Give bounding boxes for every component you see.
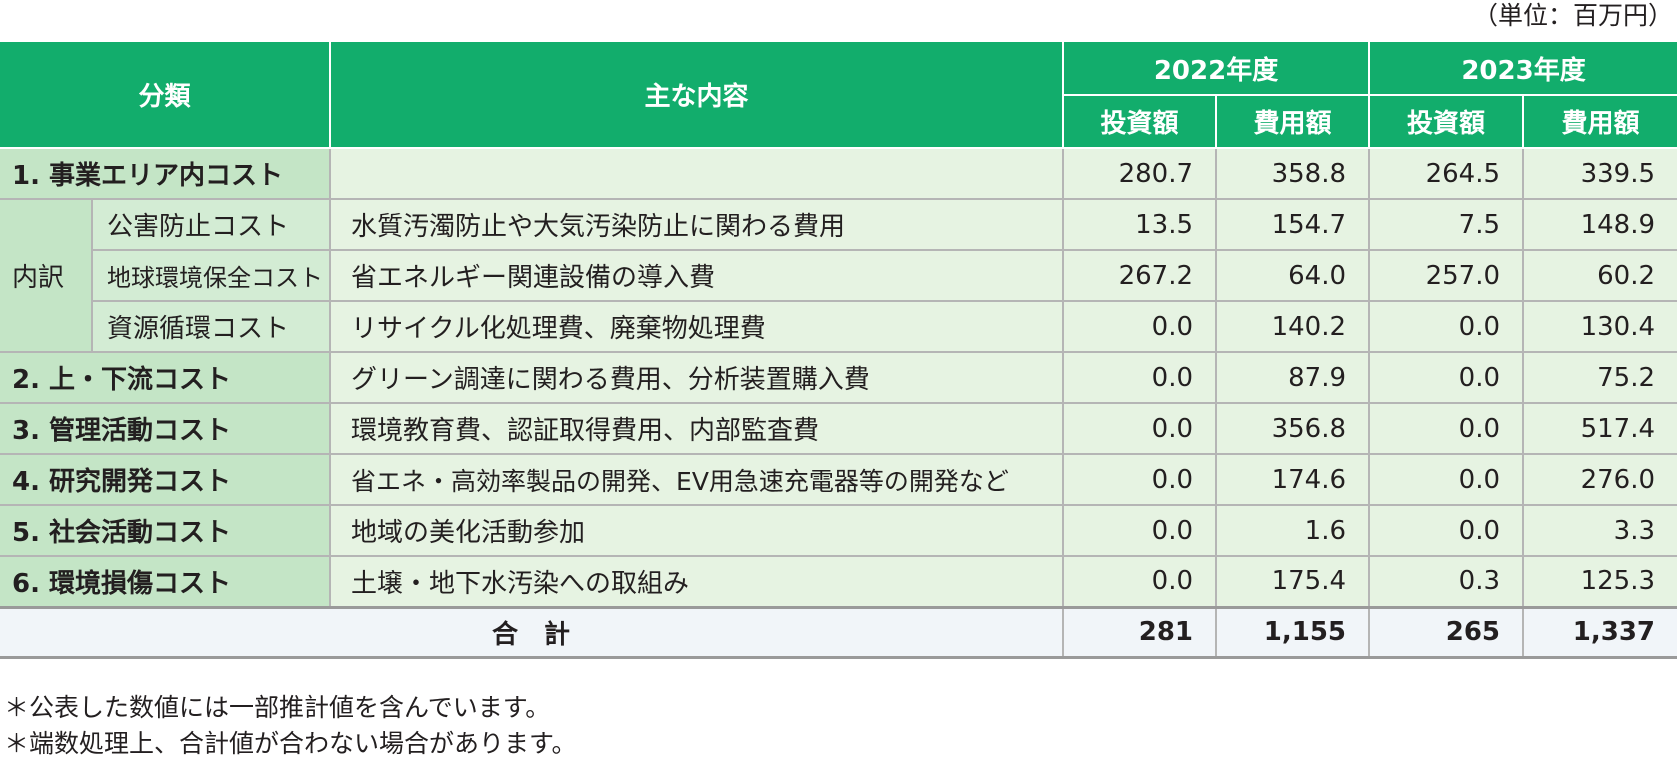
cell-investment-2023: 257.0 bbox=[1368, 249, 1525, 302]
header-investment-2023: 投資額 bbox=[1368, 94, 1525, 149]
cell-investment-2022: 0.0 bbox=[1062, 351, 1218, 404]
row-content: 地域の美化活動参加 bbox=[329, 504, 1065, 557]
total-row: 合 計 281 1,155 265 1,337 bbox=[0, 605, 1677, 659]
cell-expense-2023: 75.2 bbox=[1522, 351, 1677, 404]
header-expense-2022: 費用額 bbox=[1215, 94, 1371, 149]
cell-investment-2023: 0.0 bbox=[1368, 453, 1525, 506]
cell-investment-2022: 0.0 bbox=[1062, 555, 1218, 608]
table-row: 2. 上・下流コスト グリーン調達に関わる費用、分析装置購入費 0.0 87.9… bbox=[0, 351, 1677, 404]
cell-expense-2022: 64.0 bbox=[1215, 249, 1371, 302]
footnote: ＊端数処理上、合計値が合わない場合があります。 bbox=[4, 729, 577, 758]
header-category: 分類 bbox=[0, 42, 332, 149]
cell-expense-2022: 174.6 bbox=[1215, 453, 1371, 506]
table-row: 1. 事業エリア内コスト 280.7 358.8 264.5 339.5 bbox=[0, 147, 1677, 200]
total-label: 合 計 bbox=[0, 605, 1065, 659]
cell-investment-2022: 280.7 bbox=[1062, 147, 1218, 200]
cell-investment-2023: 0.3 bbox=[1368, 555, 1525, 608]
header-expense-2023: 費用額 bbox=[1522, 94, 1677, 149]
cell-investment-2023: 7.5 bbox=[1368, 198, 1525, 251]
cell-expense-2023: 148.9 bbox=[1522, 198, 1677, 251]
cell-investment-2022: 0.0 bbox=[1062, 504, 1218, 557]
table-row: 地球環境保全コスト 省エネルギー関連設備の導入費 267.2 64.0 257.… bbox=[0, 249, 1677, 302]
cell-expense-2023: 276.0 bbox=[1522, 453, 1677, 506]
cell-expense-2023: 130.4 bbox=[1522, 300, 1677, 353]
cell-expense-2023: 60.2 bbox=[1522, 249, 1677, 302]
table-row: 4. 研究開発コスト 省エネ・高効率製品の開発、EV用急速充電器等の開発など 0… bbox=[0, 453, 1677, 506]
table-row: 6. 環境損傷コスト 土壌・地下水汚染への取組み 0.0 175.4 0.3 1… bbox=[0, 555, 1677, 608]
cell-expense-2022: 1.6 bbox=[1215, 504, 1371, 557]
cell-investment-2023: 264.5 bbox=[1368, 147, 1525, 200]
cell-investment-2022: 13.5 bbox=[1062, 198, 1218, 251]
row-category: 1. 事業エリア内コスト bbox=[0, 147, 332, 200]
row-category: 5. 社会活動コスト bbox=[0, 504, 332, 557]
footnotes: ＊公表した数値には一部推計値を含んでいます。 ＊端数処理上、合計値が合わない場合… bbox=[4, 690, 577, 762]
cell-expense-2023: 125.3 bbox=[1522, 555, 1677, 608]
row-content: グリーン調達に関わる費用、分析装置購入費 bbox=[329, 351, 1065, 404]
total-investment-2022: 281 bbox=[1062, 605, 1218, 659]
table-row: 内訳 公害防止コスト 水質汚濁防止や大気汚染防止に関わる費用 13.5 154.… bbox=[0, 198, 1677, 353]
row-content: 環境教育費、認証取得費用、内部監査費 bbox=[329, 402, 1065, 455]
row-subcategory: 地球環境保全コスト bbox=[92, 249, 332, 302]
row-content bbox=[329, 147, 1065, 200]
table-row: 資源循環コスト リサイクル化処理費、廃棄物処理費 0.0 140.2 0.0 1… bbox=[0, 300, 1677, 353]
total-expense-2022: 1,155 bbox=[1215, 605, 1371, 659]
row-content: 省エネ・高効率製品の開発、EV用急速充電器等の開発など bbox=[329, 453, 1065, 506]
cell-investment-2022: 0.0 bbox=[1062, 453, 1218, 506]
cell-investment-2023: 0.0 bbox=[1368, 300, 1525, 353]
total-expense-2023: 1,337 bbox=[1522, 605, 1677, 659]
cell-investment-2023: 0.0 bbox=[1368, 504, 1525, 557]
cell-investment-2022: 0.0 bbox=[1062, 300, 1218, 353]
footnote: ＊公表した数値には一部推計値を含んでいます。 bbox=[4, 693, 551, 722]
row-content: リサイクル化処理費、廃棄物処理費 bbox=[329, 300, 1065, 353]
cell-investment-2022: 267.2 bbox=[1062, 249, 1218, 302]
row-content: 省エネルギー関連設備の導入費 bbox=[329, 249, 1065, 302]
row-category: 4. 研究開発コスト bbox=[0, 453, 332, 506]
table-row: 3. 管理活動コスト 環境教育費、認証取得費用、内部監査費 0.0 356.8 … bbox=[0, 402, 1677, 455]
cell-expense-2022: 154.7 bbox=[1215, 198, 1371, 251]
cell-investment-2023: 0.0 bbox=[1368, 402, 1525, 455]
cell-expense-2023: 339.5 bbox=[1522, 147, 1677, 200]
environmental-cost-table: 分類 主な内容 2022年度 2023年度 投資額 費用額 投資額 費用額 1.… bbox=[0, 42, 1677, 659]
breakdown-label: 内訳 bbox=[0, 198, 93, 353]
total-investment-2023: 265 bbox=[1368, 605, 1525, 659]
row-subcategory: 資源循環コスト bbox=[92, 300, 332, 353]
row-content: 土壌・地下水汚染への取組み bbox=[329, 555, 1065, 608]
header-content: 主な内容 bbox=[329, 42, 1065, 149]
row-category: 6. 環境損傷コスト bbox=[0, 555, 332, 608]
cell-expense-2022: 175.4 bbox=[1215, 555, 1371, 608]
row-subcategory: 公害防止コスト bbox=[90, 198, 332, 251]
header-year-2023: 2023年度 bbox=[1368, 42, 1677, 96]
cell-expense-2022: 140.2 bbox=[1215, 300, 1371, 353]
cell-expense-2023: 517.4 bbox=[1522, 402, 1677, 455]
header-year-2022: 2022年度 bbox=[1062, 42, 1371, 96]
cell-expense-2022: 358.8 bbox=[1215, 147, 1371, 200]
cell-expense-2022: 356.8 bbox=[1215, 402, 1371, 455]
unit-label: （単位：百万円） bbox=[1472, 1, 1673, 30]
row-category: 2. 上・下流コスト bbox=[0, 351, 332, 404]
header-investment-2022: 投資額 bbox=[1062, 94, 1218, 149]
cell-expense-2022: 87.9 bbox=[1215, 351, 1371, 404]
row-category: 3. 管理活動コスト bbox=[0, 402, 332, 455]
cell-investment-2023: 0.0 bbox=[1368, 351, 1525, 404]
cell-investment-2022: 0.0 bbox=[1062, 402, 1218, 455]
row-content: 水質汚濁防止や大気汚染防止に関わる費用 bbox=[329, 198, 1065, 251]
cell-expense-2023: 3.3 bbox=[1522, 504, 1677, 557]
table-row: 5. 社会活動コスト 地域の美化活動参加 0.0 1.6 0.0 3.3 bbox=[0, 504, 1677, 557]
